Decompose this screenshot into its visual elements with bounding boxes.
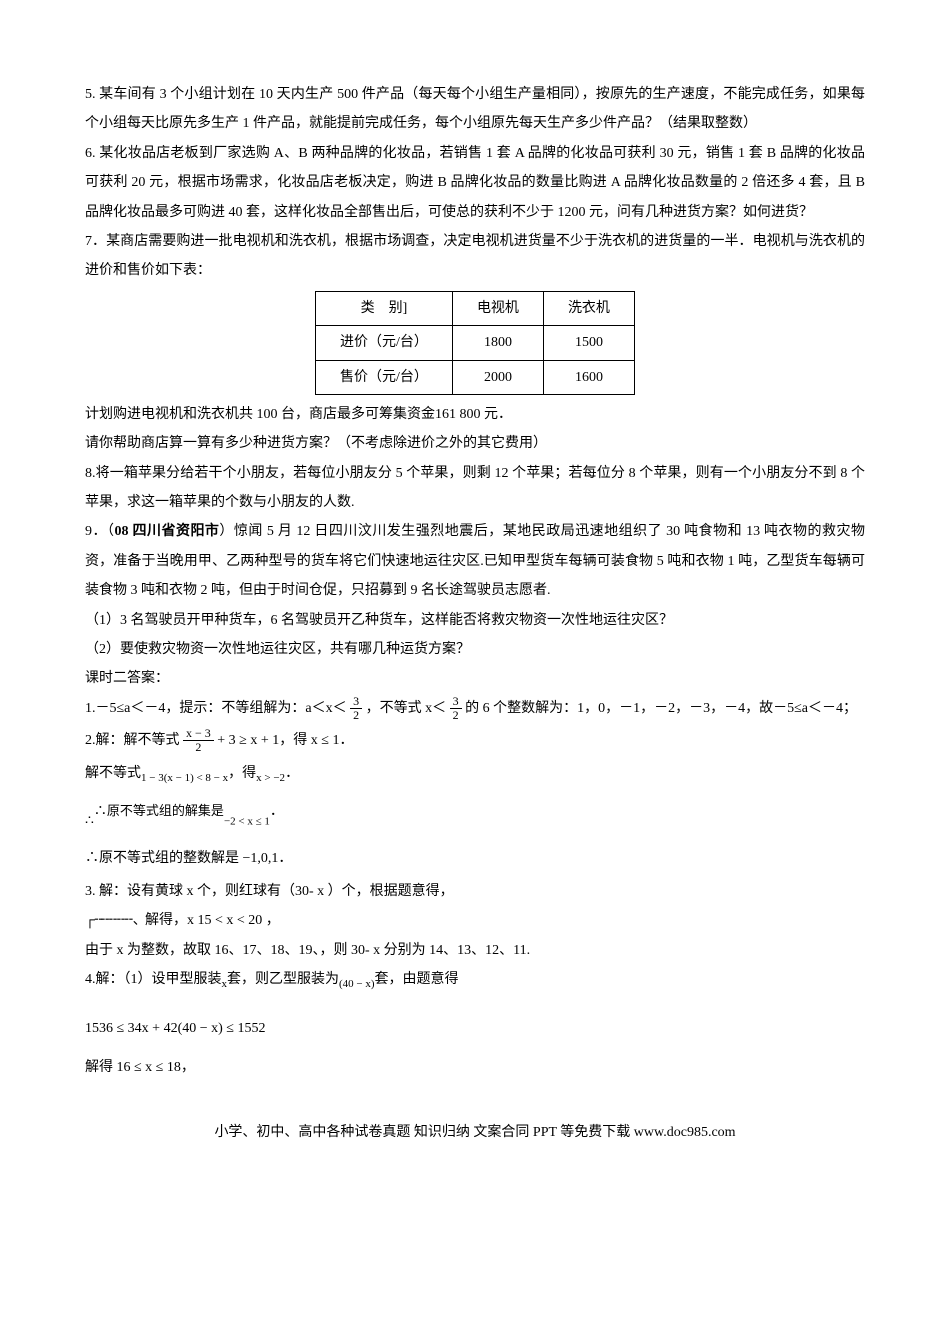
answer-2-line3-b: −2 < x ≤ 1 [224,816,270,828]
answer-4-40x: (40 − x) [339,978,375,990]
answer-1: 1.－5≤a＜－4，提示：不等组解为：a＜x＜ 32 ，不等式 x＜ 32 的 … [85,694,865,723]
answer-2-line1: 2.解：解不等式 x − 32 + 3 ≥ x + 1，得 x ≤ 1． [85,726,865,755]
answer-2-plus: + 3 ≥ x + 1 [214,733,279,748]
answer-4-text-a: 4.解：（1）设甲型服装 [85,972,222,987]
answer-3-line3: 由于 x 为整数，故取 16、17、18、19、，则 30- x 分别为 14、… [85,936,865,965]
answer-3-line1: 3. 解：设有黄球 x 个，则红球有（30- x ）个，根据题意得， [85,877,865,906]
therefore-symbol: ∴ [85,814,94,829]
question-7-intro: 7．某商店需要购进一批电视机和洗衣机，根据市场调查，决定电视机进货量不少于洗衣机… [85,227,865,286]
answer-2-text-b: ，得 [279,733,307,748]
row-label: 售价（元/台） [316,360,453,394]
question-7-line1: 计划购进电视机和洗衣机共 100 台，商店最多可筹集资金161 800 元． [85,400,865,429]
answer-1-text-b: ，不等式 x＜ [366,701,447,716]
answer-2-line3: ∴∴原不等式组的解集是−2 < x ≤ 1． [85,797,865,836]
answer-2-line4: ∴原不等式组的整数解是 −1,0,1． [85,844,865,873]
table-header-type: 类 别] [316,291,453,325]
question-9-intro: 9．（08 四川省资阳市）惊闻 5 月 12 日四川汶川发生强烈地震后，某地民政… [85,517,865,605]
answer-4-line1: 4.解：（1）设甲型服装x套，则乙型服装为(40 − x)套，由题意得 [85,965,865,996]
table-row: 类 别] 电视机 洗衣机 [316,291,635,325]
answer-4-inequality: 1536 ≤ 34x + 42(40 − x) ≤ 1552 [85,1014,865,1043]
answer-4-text-b: 套，则乙型服装为 [227,972,339,987]
answers-title: 课时二答案： [85,664,865,693]
page-footer: 小学、初中、高中各种试卷真题 知识归纳 文案合同 PPT 等免费下载 www.d… [85,1118,865,1147]
answer-2-line2-a: 解不等式 [85,766,141,781]
answer-2-text-a: 2.解：解不等式 [85,733,180,748]
answer-2-line3-c: ． [270,804,284,819]
answer-4-text-c: 套，由题意得 [375,972,459,987]
table-row: 售价（元/台） 2000 1600 [316,360,635,394]
answer-4-result: 解得 16 ≤ x ≤ 18， [85,1053,865,1082]
question-8: 8.将一箱苹果分给若干个小朋友，若每位小朋友分 5 个苹果，则剩 12 个苹果；… [85,459,865,518]
fraction-3-over-2: 32 [350,695,362,722]
fraction-x-minus-3-over-2: x − 32 [183,727,214,754]
table-header-tv: 电视机 [452,291,543,325]
question-5: 5. 某车间有 3 个小组计划在 10 天内生产 500 件产品（每天每个小组生… [85,80,865,139]
price-table: 类 别] 电视机 洗衣机 进价（元/台） 1800 1500 售价（元/台） 2… [315,291,635,395]
answer-2-line2-b: 1 − 3(x − 1) < 8 − x [141,771,228,783]
cell-value: 2000 [452,360,543,394]
answer-3-solve: 解得，x 15 < x < 20 ， [145,913,280,928]
answer-2-line2-d: x > −2 [256,771,285,783]
question-9-part1: （1）3 名驾驶员开甲种货车，6 名驾驶员开乙种货车，这样能否将救灾物资一次性地… [85,606,865,635]
row-label: 进价（元/台） [316,326,453,360]
answer-1-text-c: 的 6 个整数解为：1，0，－1，－2，－3，－4，故－5≤a＜－4； [465,701,857,716]
answer-3-line2: ┌ ╌╌ ╌ ╌ ╌ 、解得，x 15 < x < 20 ， [85,906,865,935]
answer-2-line2-c: ，得 [228,766,256,781]
cell-value: 1800 [452,326,543,360]
question-7-line2: 请你帮助商店算一算有多少种进货方案？（不考虑除进价之外的其它费用） [85,429,865,458]
answer-2-text-c: ． [339,733,353,748]
answer-1-text-a: 1.－5≤a＜－4，提示：不等组解为：a＜x＜ [85,701,347,716]
answer-3-dots: ┌ ╌╌ ╌ ╌ ╌ 、 [85,906,145,935]
answer-2-line2-e: ． [285,766,299,781]
answer-2-line3-a: ∴原不等式组的解集是 [94,803,224,818]
table-header-washer: 洗衣机 [543,291,634,325]
answer-2-x1: x ≤ 1 [311,733,340,748]
fraction-3-over-2: 32 [450,695,462,722]
cell-value: 1600 [543,360,634,394]
table-row: 进价（元/台） 1800 1500 [316,326,635,360]
question-9-part2: （2）要使救灾物资一次性地运往灾区，共有哪几种运货方案？ [85,635,865,664]
question-9-bold: 08 四川省资阳市 [114,524,219,539]
question-6: 6. 某化妆品店老板到厂家选购 A、B 两种品牌的化妆品，若销售 1 套 A 品… [85,139,865,227]
answer-2-line2: 解不等式1 − 3(x − 1) < 8 − x，得x > −2． [85,759,865,790]
cell-value: 1500 [543,326,634,360]
